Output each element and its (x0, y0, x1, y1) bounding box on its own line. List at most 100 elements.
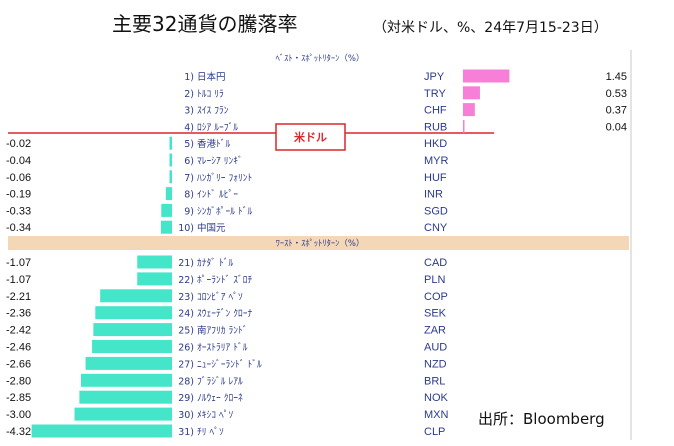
bar-cny (160, 220, 172, 234)
bar-sek (95, 306, 172, 320)
currency-code-brl: BRL (424, 375, 445, 387)
currency-name-jpy: 日本円 (197, 71, 226, 83)
currency-code-clp: CLP (424, 426, 445, 438)
value-label-jpy: 1.45 (606, 71, 627, 83)
value-label-rub: 0.04 (606, 121, 627, 133)
rank-nok: 29) (178, 393, 194, 404)
currency-code-chf: CHF (424, 105, 447, 117)
rank-cad: 21) (178, 258, 194, 269)
bar-cad (137, 255, 172, 269)
currency-code-myr: MYR (424, 155, 449, 167)
value-label-hkd: -0.02 (6, 138, 31, 150)
bar-zar (93, 323, 172, 337)
rank-brl: 28) (178, 376, 194, 387)
currency-name-cop: ｺﾛﾝﾋﾞｱ ﾍﾟｿ (197, 292, 243, 303)
currency-code-cop: COP (424, 291, 448, 303)
rank-try: 2) (184, 89, 194, 100)
bar-sgd (161, 203, 172, 217)
rank-sgd: 9) (184, 206, 194, 217)
currency-name-rub: ﾛｼｱ ﾙｰﾌﾞﾙ (197, 122, 238, 133)
bar-pln (137, 272, 172, 286)
value-label-brl: -2.80 (6, 375, 31, 387)
currency-name-cad: ｶﾅﾀﾞ ﾄﾞﾙ (197, 258, 234, 269)
worst-section-header: ﾜｰｽﾄ・ｽﾎﾟｯﾄﾘﾀｰﾝ（%） (276, 238, 365, 249)
source-note: 出所：Bloomberg (478, 410, 605, 428)
rank-huf: 7) (184, 173, 194, 184)
value-label-myr: -0.04 (6, 155, 31, 167)
rank-mxn: 30) (178, 410, 194, 421)
usd-label: 米ドル (293, 130, 327, 144)
currency-code-inr: INR (424, 189, 443, 201)
value-label-sek: -2.36 (6, 308, 31, 320)
currency-code-try: TRY (424, 88, 446, 100)
value-label-chf: 0.37 (606, 105, 627, 117)
usd-label-box (275, 123, 346, 151)
value-label-try: 0.53 (606, 88, 627, 100)
rank-clp: 31) (178, 427, 194, 438)
currency-name-sgd: ｼﾝｶﾞﾎﾟｰﾙ ﾄﾞﾙ (197, 206, 253, 217)
bar-inr (165, 187, 172, 201)
rank-inr: 8) (184, 190, 194, 201)
bar-cop (100, 289, 172, 303)
bar-jpy (463, 69, 510, 83)
currency-name-try: ﾄﾙｺ ﾘﾗ (197, 89, 224, 100)
rank-chf: 3) (184, 106, 194, 117)
value-label-cny: -0.34 (6, 222, 31, 234)
currency-code-hkd: HKD (424, 138, 447, 150)
currency-code-huf: HUF (424, 172, 447, 184)
bar-clp (31, 424, 172, 438)
value-label-inr: -0.19 (6, 189, 31, 201)
currency-name-hkd: 香港ﾄﾞﾙ (197, 138, 231, 150)
bar-hkd (169, 136, 172, 150)
currency-code-mxn: MXN (424, 409, 449, 421)
currency-code-zar: ZAR (424, 325, 446, 337)
rank-aud: 26) (178, 343, 194, 354)
currency-name-mxn: ﾒｷｼｺ ﾍﾟｿ (197, 410, 234, 421)
bar-huf (169, 170, 172, 184)
bar-nok (79, 390, 172, 404)
rank-myr: 6) (184, 156, 194, 167)
rank-pln: 22) (178, 275, 194, 286)
chart-title: 主要32通貨の騰落率 (112, 12, 298, 36)
rank-zar: 25) (178, 326, 194, 337)
currency-name-sek: ｽｳｪｰﾃﾞﾝ ｸﾛｰﾅ (197, 309, 253, 320)
value-label-mxn: -3.00 (6, 409, 31, 421)
value-label-sgd: -0.33 (6, 205, 31, 217)
currency-name-nok: ﾉﾙｳｪｰ ｸﾛｰﾈ (197, 393, 243, 404)
value-label-nok: -2.85 (6, 392, 31, 404)
currency-name-nzd: ﾆｭｰｼﾞｰﾗﾝﾄﾞ ﾄﾞﾙ (197, 359, 262, 370)
rank-cny: 10) (178, 223, 194, 234)
rank-sek: 24) (178, 309, 194, 320)
bar-try (463, 86, 480, 100)
value-label-aud: -2.46 (6, 342, 31, 354)
currency-name-cny: 中国元 (197, 222, 226, 234)
bar-aud (92, 340, 172, 353)
currency-code-cny: CNY (424, 222, 448, 234)
bar-brl (81, 373, 172, 387)
chart-frame: 米ドル (8, 50, 632, 440)
chart-subtitle: （対米ドル、%、24年7月15-23日） (373, 20, 608, 36)
currency-code-pln: PLN (424, 274, 445, 286)
value-label-pln: -1.07 (6, 274, 31, 286)
currency-code-rub: RUB (424, 121, 447, 133)
currency-code-jpy: JPY (424, 71, 445, 83)
rank-nzd: 27) (178, 359, 194, 370)
currency-name-pln: ﾎﾟｰﾗﾝﾄﾞ ｽﾞﾛﾁ (197, 275, 253, 286)
currency-code-cad: CAD (424, 257, 447, 269)
value-label-nzd: -2.66 (6, 358, 31, 370)
currency-name-myr: ﾏﾚｰｼｱ ﾘﾝｷﾞ (197, 156, 243, 167)
currency-name-inr: ｲﾝﾄﾞ ﾙﾋﾟｰ (197, 190, 238, 201)
value-label-clp: -4.32 (6, 426, 31, 438)
currency-code-aud: AUD (424, 342, 447, 354)
value-label-zar: -2.42 (6, 325, 31, 337)
best-section-header: ﾍﾞｽﾄ・ｽﾎﾟｯﾄﾘﾀｰﾝ（%） (276, 53, 365, 64)
bar-chf (463, 103, 475, 117)
rank-jpy: 1) (184, 72, 194, 83)
currency-name-chf: ｽｲｽ ﾌﾗﾝ (197, 106, 229, 117)
rank-hkd: 5) (184, 139, 194, 150)
bar-nzd (85, 356, 172, 370)
currency-code-sek: SEK (424, 308, 447, 320)
value-label-cop: -2.21 (6, 291, 31, 303)
currency-code-sgd: SGD (424, 205, 448, 217)
